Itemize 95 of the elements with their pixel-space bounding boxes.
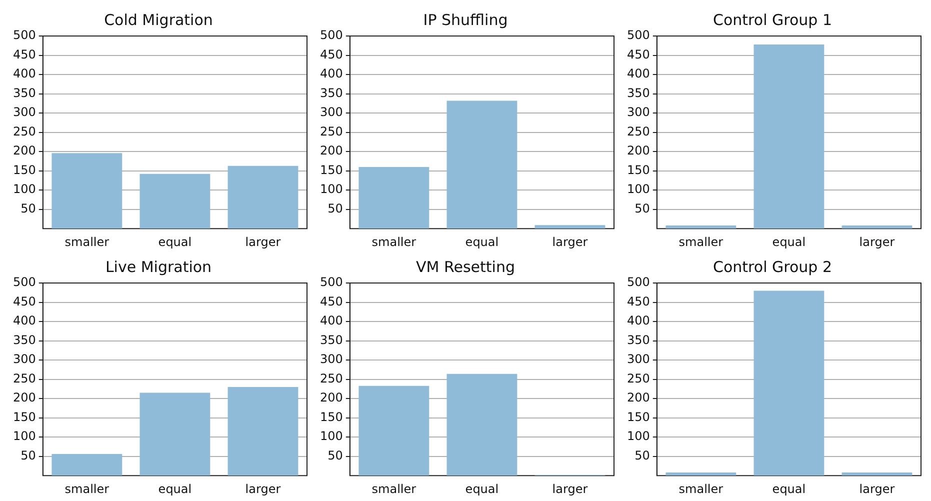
y-tick-label: 50 [634,448,650,462]
y-tick-label: 250 [320,124,343,138]
x-tick-label: equal [158,482,192,496]
y-tick-label: 500 [13,275,36,290]
y-tick-label: 350 [320,86,343,100]
x-tick-label: larger [245,234,281,249]
x-tick-label: equal [465,234,499,249]
bar [52,454,122,476]
chart-title: Control Group 1 [713,10,832,29]
y-tick-label: 250 [320,371,343,386]
y-tick-label: 300 [13,105,36,120]
y-tick-label: 150 [627,162,650,177]
y-tick-label: 450 [320,294,343,308]
y-tick-label: 450 [13,294,36,308]
y-tick-label: 450 [627,294,650,308]
y-tick-label: 150 [13,162,36,177]
y-tick-label: 350 [320,332,343,347]
x-tick-label: equal [772,234,806,249]
y-tick-label: 350 [13,86,36,100]
y-tick-label: 150 [320,410,343,424]
y-tick-label: 100 [627,429,650,444]
y-tick-label: 400 [13,314,36,328]
y-tick-label: 100 [320,429,343,444]
y-tick-label: 50 [328,201,343,216]
bar [228,166,298,229]
x-tick-label: larger [859,482,895,496]
y-tick-label: 300 [320,352,343,366]
y-tick-label: 50 [20,448,36,462]
x-tick-label: equal [772,482,806,496]
x-tick-label: smaller [678,482,724,496]
x-tick-label: larger [552,482,588,496]
y-tick-label: 350 [627,332,650,347]
y-tick-label: 200 [320,144,343,158]
y-tick-label: 500 [320,28,343,42]
chart-title: IP Shuffling [423,10,508,29]
y-tick-label: 500 [320,275,343,290]
y-tick-label: 500 [627,28,650,42]
x-tick-label: larger [859,234,895,249]
x-tick-label: smaller [678,234,724,249]
y-tick-label: 500 [627,275,650,290]
x-tick-label: equal [465,482,499,496]
bar [534,225,606,229]
y-tick-label: 50 [20,201,36,216]
y-tick-label: 300 [320,105,343,120]
bar [228,387,298,476]
y-tick-label: 250 [627,371,650,386]
y-tick-label: 50 [328,448,343,462]
y-tick-label: 400 [627,314,650,328]
y-tick-label: 200 [320,390,343,405]
y-tick-label: 200 [627,144,650,158]
y-tick-label: 400 [627,66,650,81]
y-tick-label: 400 [320,66,343,81]
bar [446,374,518,476]
y-tick-label: 250 [13,124,36,138]
bar [358,166,430,229]
y-tick-label: 150 [320,162,343,177]
y-tick-label: 250 [627,124,650,138]
x-tick-label: smaller [372,234,416,249]
y-tick-label: 200 [13,390,36,405]
x-tick-label: larger [552,234,588,249]
bar [358,386,430,476]
y-tick-label: 200 [627,390,650,405]
y-tick-label: 400 [13,66,36,81]
y-tick-label: 300 [627,352,650,366]
x-tick-label: larger [245,482,281,496]
y-tick-label: 450 [320,47,343,62]
y-tick-label: 150 [13,410,36,424]
chart-title: Control Group 2 [713,258,832,276]
x-tick-label: equal [158,234,192,249]
x-tick-label: smaller [64,482,110,496]
y-tick-label: 200 [13,144,36,158]
y-tick-label: 100 [13,429,36,444]
y-tick-label: 500 [13,28,36,42]
bar [446,100,518,229]
x-tick-label: smaller [372,482,416,496]
y-tick-label: 150 [627,410,650,424]
chart-title: Live Migration [105,258,212,276]
y-tick-label: 350 [13,332,36,347]
bar [140,392,210,476]
x-tick-label: smaller [64,234,110,249]
bar [140,174,210,229]
y-tick-label: 100 [627,182,650,196]
chart-title: Cold Migration [104,10,213,29]
y-tick-label: 300 [627,105,650,120]
y-tick-label: 50 [634,201,650,216]
y-tick-label: 100 [13,182,36,196]
y-tick-label: 350 [627,86,650,100]
bar [52,153,122,229]
y-tick-label: 450 [13,47,36,62]
y-tick-label: 300 [13,352,36,366]
y-tick-label: 450 [627,47,650,62]
y-tick-label: 400 [320,314,343,328]
chart-title: VM Resetting [416,258,515,276]
y-tick-label: 250 [13,371,36,386]
y-tick-label: 100 [320,182,343,196]
